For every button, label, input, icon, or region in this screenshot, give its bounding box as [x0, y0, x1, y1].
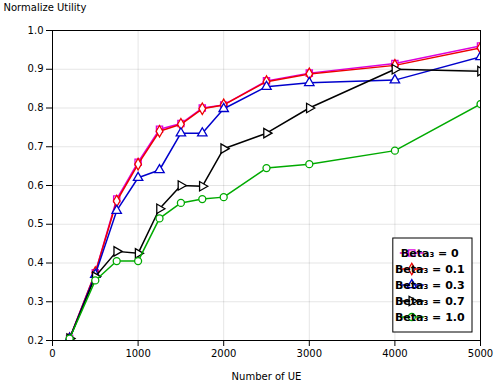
svg-text:Number of UE: Number of UE	[232, 371, 302, 382]
svg-text:0.9: 0.9	[28, 63, 44, 74]
svg-text:1000: 1000	[125, 348, 150, 359]
svg-text:0.6: 0.6	[28, 180, 44, 191]
svg-text:5000: 5000	[468, 348, 493, 359]
svg-text:Beta₃ = 0.7: Beta₃ = 0.7	[395, 295, 465, 308]
svg-text:2000: 2000	[211, 348, 236, 359]
svg-text:Normalize Utility: Normalize Utility	[4, 2, 87, 13]
svg-text:4000: 4000	[382, 348, 407, 359]
svg-text:3000: 3000	[297, 348, 322, 359]
svg-text:Beta₃ = 0: Beta₃ = 0	[401, 247, 459, 260]
svg-text:0.5: 0.5	[28, 218, 44, 229]
svg-text:Beta₃ = 1.0: Beta₃ = 1.0	[395, 311, 465, 324]
svg-text:0.7: 0.7	[28, 141, 44, 152]
svg-text:1.0: 1.0	[28, 25, 44, 36]
svg-text:Beta₃ = 0.1: Beta₃ = 0.1	[395, 263, 465, 276]
svg-text:0.2: 0.2	[28, 335, 44, 346]
svg-text:0.3: 0.3	[28, 296, 44, 307]
svg-text:0.8: 0.8	[28, 102, 44, 113]
svg-text:0.4: 0.4	[28, 257, 44, 268]
svg-text:Beta₃ = 0.3: Beta₃ = 0.3	[395, 279, 465, 292]
svg-text:0: 0	[49, 348, 55, 359]
